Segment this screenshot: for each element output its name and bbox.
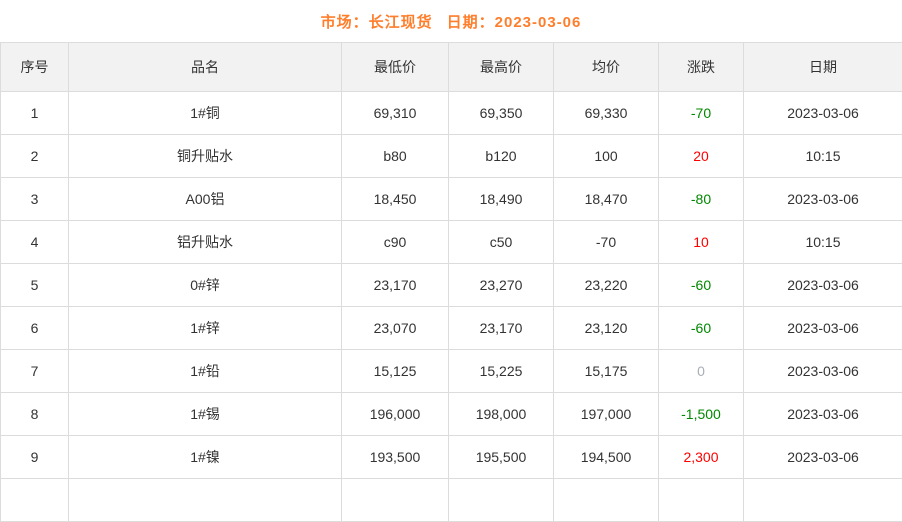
low-cell: 23,170	[342, 264, 449, 307]
name-cell: 1#铅	[69, 350, 342, 393]
name-cell: 1#锡	[69, 393, 342, 436]
seq-cell: 5	[1, 264, 69, 307]
high-cell: 69,350	[449, 92, 554, 135]
date-cell: 10:15	[744, 221, 902, 264]
change-cell: -1,500	[659, 393, 744, 436]
col-header-avg: 均价	[554, 43, 659, 92]
avg-cell: 100	[554, 135, 659, 178]
empty-cell	[744, 479, 902, 522]
low-cell: c90	[342, 221, 449, 264]
avg-cell: 194,500	[554, 436, 659, 479]
name-cell: 0#锌	[69, 264, 342, 307]
empty-cell	[69, 479, 342, 522]
avg-cell: 197,000	[554, 393, 659, 436]
low-cell: 15,125	[342, 350, 449, 393]
empty-cell	[659, 479, 744, 522]
change-cell: 2,300	[659, 436, 744, 479]
high-cell: 23,270	[449, 264, 554, 307]
date-cell: 2023-03-06	[744, 350, 902, 393]
seq-cell: 7	[1, 350, 69, 393]
high-cell: 18,490	[449, 178, 554, 221]
low-cell: 23,070	[342, 307, 449, 350]
seq-cell: 8	[1, 393, 69, 436]
change-cell: -70	[659, 92, 744, 135]
change-cell: -80	[659, 178, 744, 221]
date-cell: 2023-03-06	[744, 393, 902, 436]
name-cell: A00铝	[69, 178, 342, 221]
avg-cell: 23,120	[554, 307, 659, 350]
avg-cell: 18,470	[554, 178, 659, 221]
empty-cell	[342, 479, 449, 522]
low-cell: b80	[342, 135, 449, 178]
high-cell: 15,225	[449, 350, 554, 393]
date-label: 日期：2023-03-06	[447, 11, 582, 32]
high-cell: 23,170	[449, 307, 554, 350]
empty-cell	[449, 479, 554, 522]
col-header-name: 品名	[69, 43, 342, 92]
seq-cell: 3	[1, 178, 69, 221]
col-header-low: 最低价	[342, 43, 449, 92]
empty-cell	[1, 479, 69, 522]
change-cell: 0	[659, 350, 744, 393]
name-cell: 铜升贴水	[69, 135, 342, 178]
low-cell: 196,000	[342, 393, 449, 436]
date-cell: 2023-03-06	[744, 264, 902, 307]
high-cell: 195,500	[449, 436, 554, 479]
col-header-seq: 序号	[1, 43, 69, 92]
col-header-date: 日期	[744, 43, 902, 92]
avg-cell: 23,220	[554, 264, 659, 307]
low-cell: 69,310	[342, 92, 449, 135]
empty-cell	[554, 479, 659, 522]
avg-cell: 69,330	[554, 92, 659, 135]
change-cell: -60	[659, 307, 744, 350]
seq-cell: 9	[1, 436, 69, 479]
col-header-high: 最高价	[449, 43, 554, 92]
page-title: 市场：长江现货 日期：2023-03-06	[0, 0, 902, 42]
seq-cell: 1	[1, 92, 69, 135]
seq-cell: 6	[1, 307, 69, 350]
date-cell: 10:15	[744, 135, 902, 178]
seq-cell: 2	[1, 135, 69, 178]
seq-cell: 4	[1, 221, 69, 264]
avg-cell: 15,175	[554, 350, 659, 393]
date-cell: 2023-03-06	[744, 307, 902, 350]
high-cell: c50	[449, 221, 554, 264]
low-cell: 193,500	[342, 436, 449, 479]
name-cell: 1#锌	[69, 307, 342, 350]
change-cell: 10	[659, 221, 744, 264]
date-cell: 2023-03-06	[744, 178, 902, 221]
high-cell: 198,000	[449, 393, 554, 436]
low-cell: 18,450	[342, 178, 449, 221]
col-header-change: 涨跌	[659, 43, 744, 92]
partial-row	[1, 479, 902, 522]
change-cell: -60	[659, 264, 744, 307]
date-cell: 2023-03-06	[744, 436, 902, 479]
name-cell: 1#铜	[69, 92, 342, 135]
table-header-row: 序号 品名 最低价 最高价 均价 涨跌 日期	[1, 43, 902, 92]
high-cell: b120	[449, 135, 554, 178]
name-cell: 铝升贴水	[69, 221, 342, 264]
date-cell: 2023-03-06	[744, 92, 902, 135]
name-cell: 1#镍	[69, 436, 342, 479]
avg-cell: -70	[554, 221, 659, 264]
market-label: 市场：长江现货	[321, 11, 433, 32]
change-cell: 20	[659, 135, 744, 178]
